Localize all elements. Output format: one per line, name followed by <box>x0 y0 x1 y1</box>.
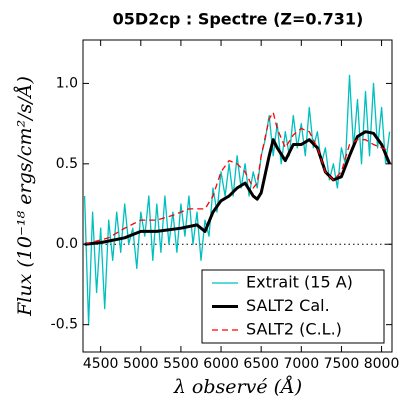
y-tick-label: 1.0 <box>56 75 78 91</box>
y-tick-label: 0.5 <box>56 156 78 172</box>
axes: 4500 5000 5500 6000 6500 7000 7500 8000 -0.5 0.0 0… <box>51 40 400 372</box>
legend: Extrait (15 A) SALT2 Cal. SALT2 (C.L.) <box>201 269 385 344</box>
legend-label: SALT2 Cal. <box>246 296 330 315</box>
x-tick-label: 7000 <box>283 356 319 372</box>
x-tick-label: 5000 <box>123 356 159 372</box>
chart-title: 05D2cp : Spectre (Z=0.731) <box>113 10 364 29</box>
x-tick-label: 6500 <box>243 356 279 372</box>
legend-label: SALT2 (C.L.) <box>246 320 342 339</box>
series-line <box>84 130 391 246</box>
x-tick-label: 6000 <box>203 356 239 372</box>
x-tick-label: 4500 <box>83 356 119 372</box>
axes-frame <box>82 39 393 353</box>
x-tick-label: 8000 <box>364 356 400 372</box>
x-tick-label: 5500 <box>163 356 199 372</box>
y-tick-label: -0.5 <box>51 317 78 333</box>
x-axis-label: λ observé (Å) <box>173 376 302 398</box>
legend-label: Extrait (15 A) <box>246 273 353 292</box>
y-axis-label: Flux (10⁻¹⁸ ergs/cm²/s/Å) <box>14 76 36 317</box>
y-tick-label: 0.0 <box>56 236 78 252</box>
plot-area <box>83 74 392 326</box>
x-tick-label: 7500 <box>324 356 360 372</box>
series-line <box>84 111 390 245</box>
